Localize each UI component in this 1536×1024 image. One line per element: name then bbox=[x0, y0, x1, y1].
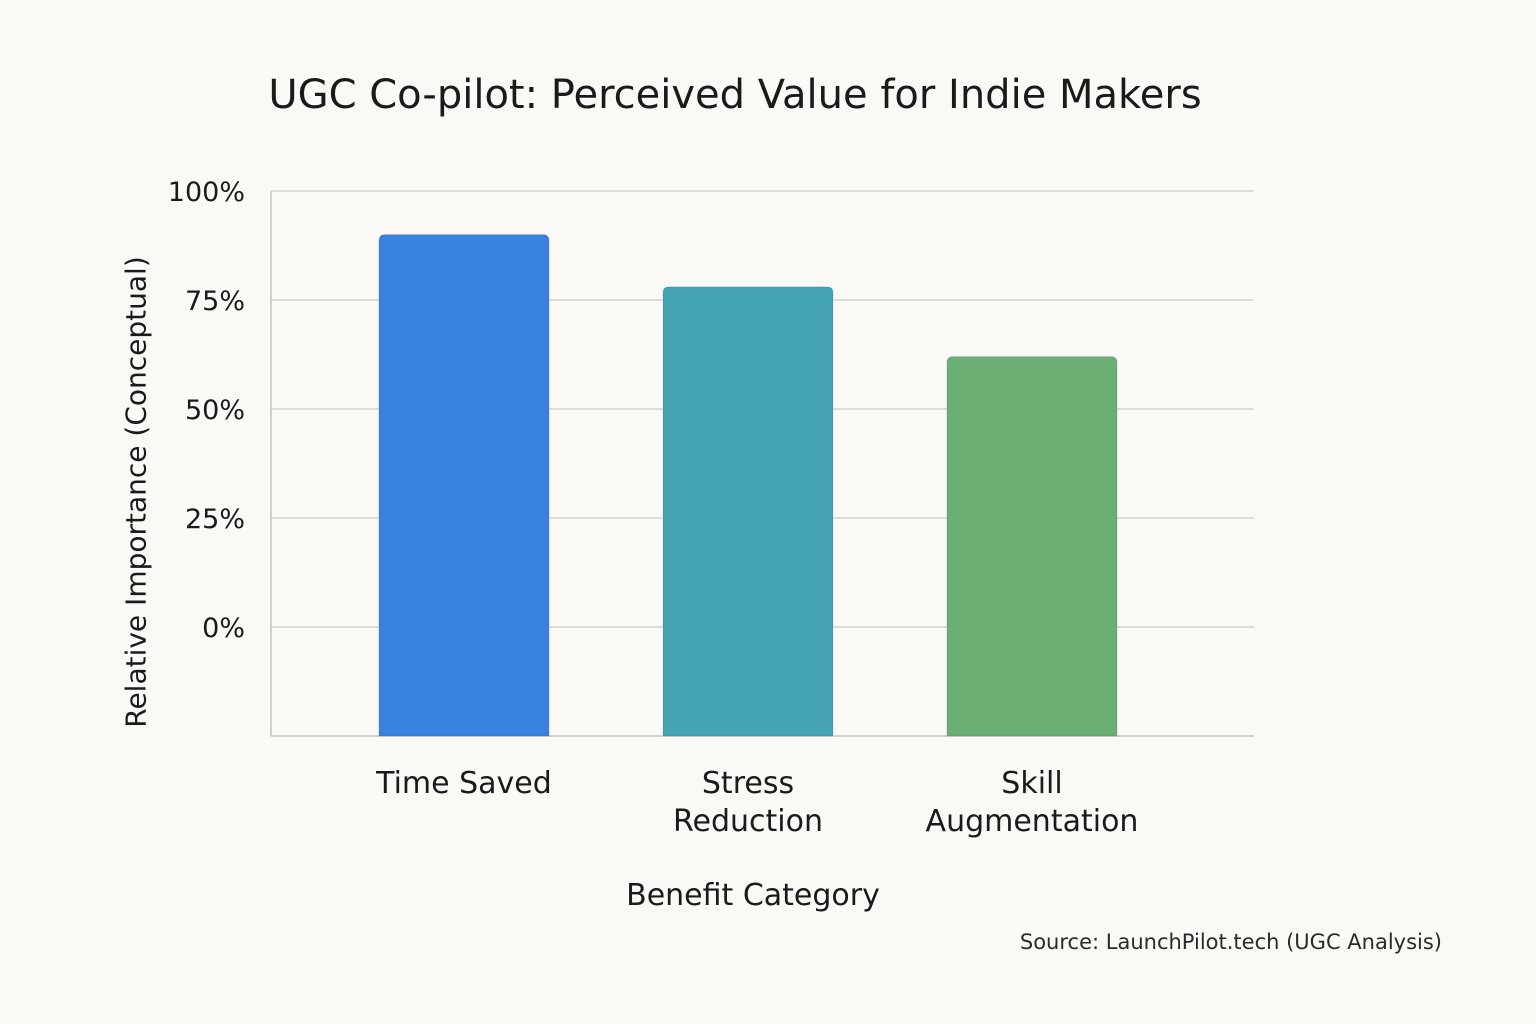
x-axis-label: Benefit Category bbox=[626, 878, 880, 913]
x-tick-label-line: Reduction bbox=[673, 804, 823, 839]
y-tick-label: 0% bbox=[202, 613, 245, 644]
x-tick-label: Time Saved bbox=[375, 766, 552, 801]
y-tick-label: 100% bbox=[168, 177, 245, 208]
x-tick-label-line: Skill bbox=[1001, 766, 1062, 801]
y-tick-label: 25% bbox=[185, 504, 245, 535]
y-axis-label: Relative Importance (Conceptual) bbox=[119, 256, 153, 728]
x-tick-label: Skill Augmentation bbox=[926, 766, 1139, 839]
bar-1 bbox=[662, 286, 834, 737]
bar-0 bbox=[378, 234, 550, 737]
x-tick-label: Stress Reduction bbox=[673, 766, 823, 839]
source-note: Source: LaunchPilot.tech (UGC Analysis) bbox=[1019, 930, 1442, 954]
chart-title: UGC Co-pilot: Perceived Value for Indie … bbox=[268, 72, 1202, 118]
x-tick-label-line: Augmentation bbox=[926, 804, 1139, 839]
y-tick-label: 50% bbox=[185, 395, 245, 426]
x-tick-label-line: Stress bbox=[702, 766, 794, 801]
bar-2 bbox=[946, 356, 1118, 737]
x-tick-label-line: Time Saved bbox=[375, 766, 552, 801]
y-tick-label: 75% bbox=[185, 286, 245, 317]
